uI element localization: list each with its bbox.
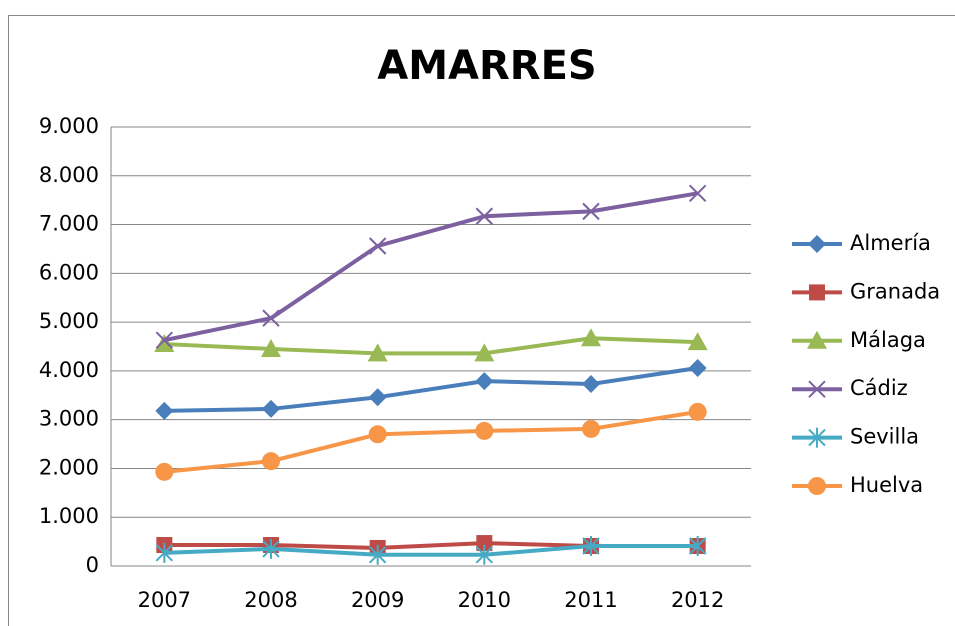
marker: [475, 421, 494, 440]
marker: [476, 535, 493, 552]
marker: [581, 328, 601, 347]
marker: [475, 207, 494, 225]
series-line: [164, 365, 698, 413]
marker: [368, 544, 387, 565]
marker: [582, 536, 600, 557]
y-tick-label: 7.000: [39, 212, 99, 236]
marker: [262, 399, 280, 418]
x-tick-label: 2007: [138, 588, 191, 612]
marker: [582, 375, 600, 394]
x-tick-label: 2011: [564, 588, 617, 612]
y-tick-label: 0: [86, 553, 99, 577]
marker: [155, 462, 174, 481]
series-line: [164, 336, 698, 356]
marker: [368, 237, 387, 255]
series-line: [163, 191, 699, 343]
marker: [262, 309, 280, 327]
marker: [582, 202, 600, 221]
marker: [809, 284, 825, 301]
x-tick-label: 2010: [458, 588, 511, 612]
marker: [687, 332, 708, 351]
marker: [808, 477, 826, 495]
marker: [808, 380, 826, 398]
legend-label: Cádiz: [850, 376, 908, 400]
marker: [688, 536, 707, 557]
y-tick-label: 5.000: [39, 309, 99, 333]
marker: [475, 544, 494, 565]
marker: [808, 235, 826, 253]
marker: [475, 372, 494, 391]
y-tick-label: 9.000: [39, 114, 99, 138]
series-line: [164, 544, 698, 557]
legend-label: Almería: [850, 231, 931, 255]
marker: [808, 427, 826, 448]
legend-label: Granada: [850, 279, 940, 303]
x-tick-label: 2009: [351, 588, 404, 612]
marker: [154, 334, 175, 353]
marker: [688, 402, 707, 421]
chart-frame: [8, 15, 955, 626]
chart-title: AMARRES: [377, 43, 596, 89]
x-tick-label: 2008: [244, 588, 297, 612]
y-tick-label: 8.000: [39, 163, 99, 187]
marker: [688, 184, 707, 203]
marker: [155, 401, 174, 420]
y-tick-label: 1.000: [39, 504, 99, 528]
y-tick-label: 2.000: [39, 455, 99, 479]
marker: [262, 538, 280, 559]
marker: [368, 388, 387, 407]
marker: [155, 331, 174, 349]
marker: [261, 338, 281, 357]
legend-label: Málaga: [850, 328, 926, 352]
marker: [367, 343, 388, 362]
y-tick-label: 6.000: [39, 260, 99, 284]
y-tick-label: 3.000: [39, 407, 99, 431]
x-tick-label: 2012: [671, 588, 724, 612]
legend-label: Huelva: [850, 473, 923, 497]
marker: [807, 330, 827, 349]
marker: [368, 425, 387, 444]
y-tick-label: 4.000: [39, 358, 99, 382]
marker: [155, 542, 174, 563]
legend-label: Sevilla: [850, 425, 919, 449]
series-line: [164, 409, 698, 474]
marker: [688, 358, 707, 377]
marker: [474, 343, 495, 362]
marker: [582, 419, 600, 438]
marker: [262, 452, 280, 471]
